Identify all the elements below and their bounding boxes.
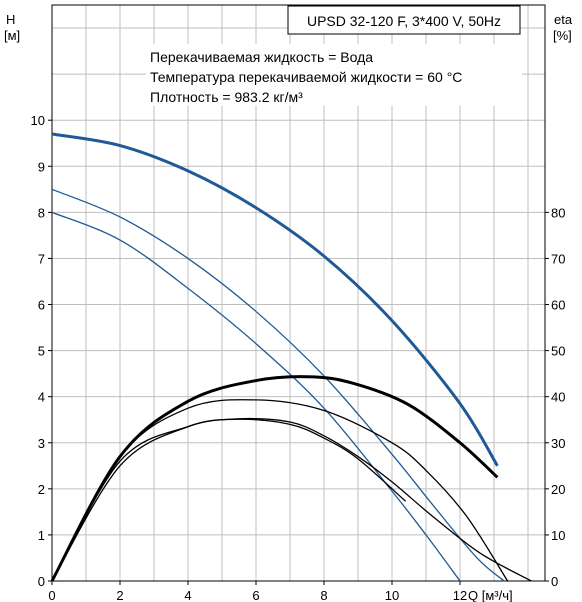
- y-left-tick-label: 10: [31, 113, 45, 128]
- plot-frame: [51, 4, 546, 582]
- head-curve-1: [51, 132, 499, 467]
- y-left-tick-label: 1: [38, 528, 45, 543]
- head-curve-2: [51, 188, 505, 582]
- y-left-tick-label: 8: [38, 205, 45, 220]
- y-right-tick-label: 70: [551, 251, 565, 266]
- x-tick-label: 10: [385, 588, 399, 602]
- x-tick-label: 0: [48, 588, 55, 602]
- y-right-tick-label: 30: [551, 436, 565, 451]
- y-right-tick-label: 50: [551, 344, 565, 359]
- efficiency-curve-7: [51, 418, 407, 582]
- y-right-tick-label: 0: [551, 574, 558, 589]
- chart-title: UPSD 32-120 F, 3*400 V, 50Hz: [307, 13, 501, 29]
- y-left-label-unit: [м]: [4, 28, 20, 43]
- x-axis-label: Q [м³/ч]: [468, 588, 513, 602]
- x-tick-label: 12: [453, 588, 467, 602]
- x-tick-label: 6: [252, 588, 259, 602]
- y-left-tick-label: 9: [38, 159, 45, 174]
- annotation-density: Плотность = 983.2 кг/м³: [150, 89, 303, 105]
- y-left-tick-label: 0: [38, 574, 45, 589]
- info-panel: [146, 44, 522, 106]
- y-left-tick-label: 5: [38, 344, 45, 359]
- y-right-tick-label: 80: [551, 205, 565, 220]
- y-right-label-unit: [%]: [553, 28, 572, 43]
- y-left-tick-label: 2: [38, 482, 45, 497]
- y-right-tick-label: 60: [551, 298, 565, 313]
- y-right-tick-label: 10: [551, 528, 565, 543]
- x-tick-label: 8: [320, 588, 327, 602]
- x-tick-label: 4: [184, 588, 191, 602]
- annotation-fluid: Перекачиваемая жидкость = Вода: [150, 49, 373, 65]
- efficiency-curve-5: [51, 399, 509, 582]
- title-box: [287, 5, 521, 35]
- y-left-tick-label: 7: [38, 251, 45, 266]
- y-right-tick-label: 20: [551, 482, 565, 497]
- efficiency-curve-6: [51, 417, 532, 582]
- y-left-tick-label: 3: [38, 436, 45, 451]
- curves: [50, 132, 532, 582]
- head-curve-3: [51, 211, 461, 582]
- y-left-tick-label: 6: [38, 298, 45, 313]
- annotation-temperature: Температура перекачиваемой жидкости = 60…: [150, 69, 462, 85]
- y-right-label-symbol: eta: [554, 12, 573, 27]
- y-right-tick-label: 40: [551, 390, 565, 405]
- x-tick-label: 2: [116, 588, 123, 602]
- y-left-label-symbol: H: [6, 12, 15, 27]
- y-left-tick-label: 4: [38, 390, 45, 405]
